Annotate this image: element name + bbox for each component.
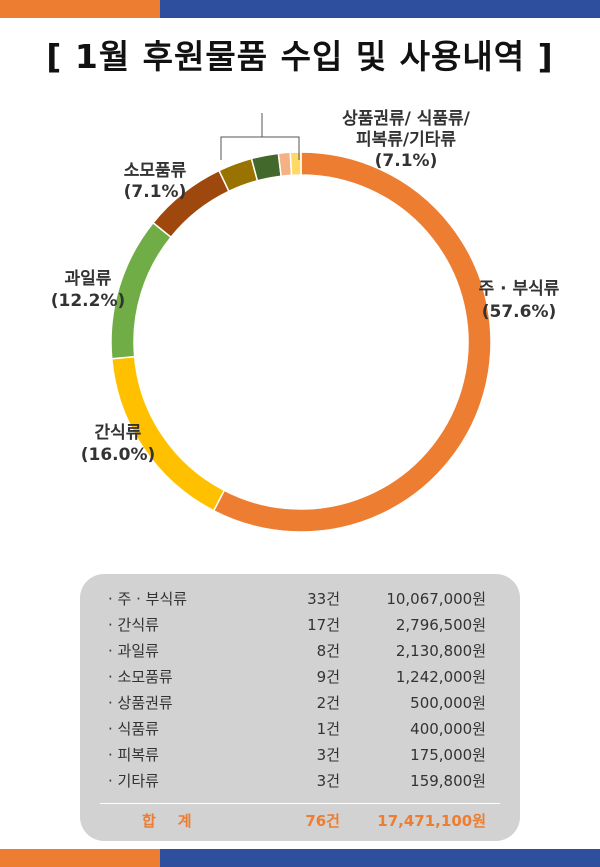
row-name: · 소모품류 — [108, 668, 173, 686]
total-amount: 17,471,100원 — [377, 812, 486, 830]
donut-slice-6 — [250, 152, 282, 182]
row-name: · 과일류 — [108, 642, 159, 660]
table-row: · 피복류 3건 175,000원 — [80, 744, 520, 770]
row-amount: 175,000원 — [410, 746, 486, 764]
bottom-band-orange — [0, 849, 160, 867]
row-amount: 2,796,500원 — [395, 616, 486, 634]
top-accent-band — [0, 0, 600, 18]
table-row: · 기타류 3건 159,800원 — [80, 770, 520, 796]
top-band-blue — [160, 0, 600, 18]
row-count: 33건 — [307, 590, 340, 608]
row-amount: 400,000원 — [410, 720, 486, 738]
row-count: 2건 — [316, 694, 340, 712]
row-count: 9건 — [316, 668, 340, 686]
row-count: 3건 — [316, 746, 340, 764]
row-amount: 159,800원 — [410, 772, 486, 790]
supplies-label-pct: (7.1%) — [124, 182, 187, 202]
row-count: 17건 — [307, 616, 340, 634]
donut-slice-8 — [289, 151, 302, 177]
group-label-leader-line — [220, 136, 300, 160]
donut-slices — [110, 151, 492, 533]
group-label-line2: 피복류/기타류 — [356, 130, 456, 150]
row-amount: 500,000원 — [410, 694, 486, 712]
total-count: 76건 — [305, 812, 340, 830]
table-row: · 간식류 17건 2,796,500원 — [80, 614, 520, 640]
donut-slice-7 — [277, 151, 293, 178]
row-name: · 기타류 — [108, 772, 159, 790]
table-row: · 과일류 8건 2,130,800원 — [80, 640, 520, 666]
supplies-label: 소모품류 — [124, 161, 187, 181]
fruit-label-pct: (12.2%) — [51, 291, 126, 311]
row-name: · 주 · 부식류 — [108, 590, 188, 608]
main-label: 주 · 부식류 — [479, 279, 560, 299]
table-row: · 주 · 부식류 33건 10,067,000원 — [80, 588, 520, 614]
row-amount: 10,067,000원 — [386, 590, 486, 608]
total-row: 합계 76건 17,471,100원 — [80, 810, 520, 836]
total-divider — [100, 803, 500, 804]
row-name: · 식품류 — [108, 720, 159, 738]
group-label-pct: (7.1%) — [375, 151, 438, 171]
table-row: · 소모품류 9건 1,242,000원 — [80, 666, 520, 692]
main-label-pct: (57.6%) — [482, 302, 557, 322]
table-row: · 식품류 1건 400,000원 — [80, 718, 520, 744]
summary-panel: · 주 · 부식류 33건 10,067,000원 · 간식류 17건 2,79… — [80, 574, 520, 841]
row-count: 1건 — [316, 720, 340, 738]
bottom-accent-band — [0, 849, 600, 867]
table-row: · 상품권류 2건 500,000원 — [80, 692, 520, 718]
row-count: 8건 — [316, 642, 340, 660]
donut-chart: 상품권류/ 식품류/ 피복류/기타류 (7.1%) 소모품류 (7.1%) 과일… — [51, 109, 560, 533]
row-amount: 1,242,000원 — [395, 668, 486, 686]
top-band-orange — [0, 0, 160, 18]
page-title: [ 1월 후원물품 수입 및 사용내역 ] — [46, 37, 554, 76]
row-name: · 피복류 — [108, 746, 159, 764]
bottom-band-blue — [160, 849, 600, 867]
fruit-label: 과일류 — [65, 269, 112, 289]
total-label: 합계 — [142, 812, 214, 830]
snack-label-pct: (16.0%) — [81, 445, 156, 465]
row-amount: 2,130,800원 — [395, 642, 486, 660]
row-name: · 간식류 — [108, 616, 159, 634]
group-label-line1: 상품권류/ 식품류/ — [342, 109, 471, 129]
donut-slice-1 — [212, 151, 492, 533]
row-name: · 상품권류 — [108, 694, 173, 712]
row-count: 3건 — [316, 772, 340, 790]
snack-label: 간식류 — [95, 423, 142, 443]
